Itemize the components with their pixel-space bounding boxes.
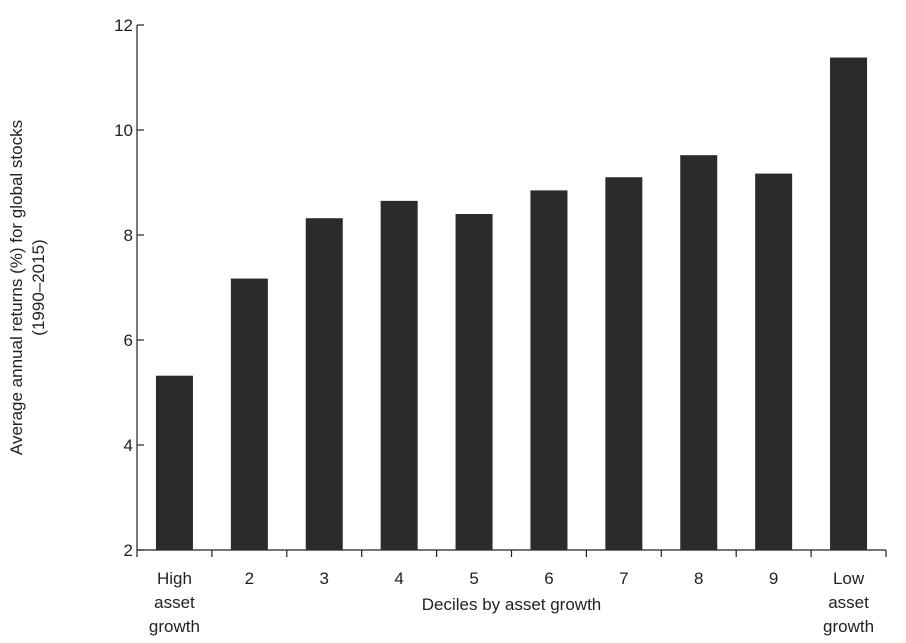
- x-tick-label: 2: [245, 569, 254, 588]
- x-tick-label: asset: [154, 593, 195, 612]
- bars: [155, 57, 868, 551]
- y-axis: 2 4 6 8 10 12: [114, 16, 144, 560]
- bar: [530, 190, 568, 550]
- x-axis: High asset growth 2 3 4 5 6 7 8 9 Low asset growth: [136, 549, 887, 636]
- y-tick-label: 2: [124, 541, 133, 560]
- x-tick-label: High: [157, 569, 192, 588]
- y-tick-label: 10: [114, 121, 133, 140]
- x-tick-label: 8: [694, 569, 703, 588]
- y-axis-title-line-1: Average annual returns (%) for global st…: [7, 120, 26, 455]
- bar: [455, 214, 493, 550]
- x-tick-label: 7: [619, 569, 628, 588]
- bar: [755, 173, 793, 550]
- bar: [830, 57, 868, 551]
- bar: [230, 278, 268, 550]
- x-tick-label: 9: [769, 569, 778, 588]
- x-tick-label: 6: [544, 569, 553, 588]
- x-tick-label: Low: [833, 569, 865, 588]
- bar: [605, 177, 643, 550]
- y-tick-label: 4: [124, 436, 133, 455]
- x-tick-label: 4: [394, 569, 403, 588]
- x-tick-label: 3: [320, 569, 329, 588]
- x-tick-label: growth: [823, 617, 874, 636]
- bar: [155, 375, 193, 550]
- bar: [380, 200, 418, 550]
- y-tick-label: 12: [114, 16, 133, 35]
- bar: [305, 218, 343, 550]
- y-axis-title-line-2: (1990–2015): [29, 239, 48, 335]
- x-tick-label: asset: [828, 593, 869, 612]
- bar: [680, 155, 718, 550]
- x-tick-label: growth: [149, 617, 200, 636]
- y-tick-label: 8: [124, 226, 133, 245]
- x-axis-title: Deciles by asset growth: [422, 595, 602, 614]
- x-tick-label: 5: [469, 569, 478, 588]
- y-tick-label: 6: [124, 331, 133, 350]
